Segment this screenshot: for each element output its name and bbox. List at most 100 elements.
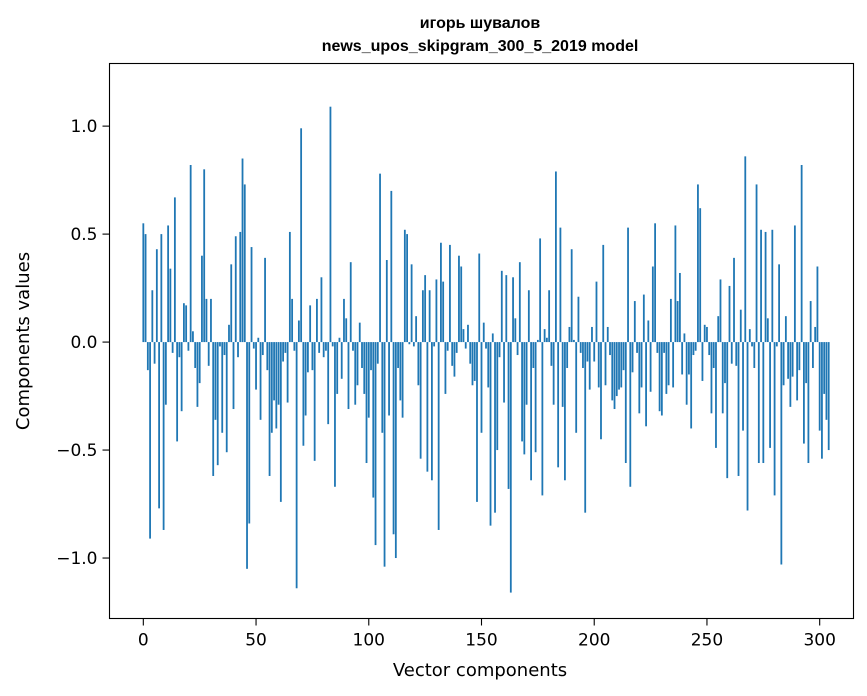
bar	[814, 326, 817, 343]
bar	[651, 266, 654, 343]
bar	[712, 342, 715, 368]
bar	[435, 279, 438, 343]
bar	[821, 342, 823, 459]
bar	[406, 234, 408, 343]
bar	[214, 342, 217, 420]
bar	[279, 342, 282, 502]
bar	[791, 342, 794, 377]
bar	[703, 324, 706, 343]
y-tick-label: 1.0	[70, 117, 97, 137]
bar	[825, 342, 828, 420]
bar	[205, 298, 208, 343]
bar	[577, 296, 580, 343]
bar	[155, 249, 158, 343]
bar	[356, 342, 359, 386]
bar	[363, 342, 366, 394]
bar	[640, 342, 643, 388]
bar	[230, 264, 233, 343]
bar	[241, 158, 244, 343]
bar	[800, 165, 803, 343]
chart-subtitle: news_upos_skipgram_300_5_2019 model	[322, 38, 639, 55]
bar	[453, 342, 456, 377]
x-tick-label: 100	[353, 631, 385, 651]
bar	[744, 156, 747, 343]
bar	[762, 342, 765, 464]
bar	[503, 342, 505, 403]
y-axis-label: Components values	[13, 252, 34, 430]
bar	[232, 342, 235, 410]
bar	[284, 342, 287, 353]
bar	[277, 342, 280, 405]
bar	[591, 326, 593, 343]
bar	[683, 333, 686, 343]
bar	[672, 342, 675, 388]
bar	[302, 342, 305, 446]
bar	[458, 255, 460, 343]
bar	[266, 342, 269, 371]
bar	[541, 342, 544, 496]
bar	[679, 272, 681, 343]
bar	[392, 342, 395, 535]
bar	[331, 342, 334, 347]
bar	[604, 342, 607, 386]
x-tick-label: 300	[803, 631, 835, 651]
bar	[219, 342, 221, 347]
bar	[297, 320, 300, 343]
bar	[336, 342, 339, 394]
bar	[304, 342, 307, 416]
bar	[237, 342, 239, 358]
bar	[681, 342, 684, 375]
bar	[485, 342, 487, 349]
bar	[593, 342, 596, 362]
bar	[509, 342, 512, 593]
bar	[751, 342, 753, 347]
bar	[507, 342, 510, 489]
bar	[595, 281, 598, 343]
bar	[663, 342, 666, 353]
bar	[708, 342, 711, 356]
bar	[724, 342, 726, 384]
bar	[444, 342, 447, 394]
bar	[322, 342, 325, 358]
bar	[730, 342, 733, 364]
bar	[706, 326, 708, 343]
bar	[329, 106, 332, 343]
bar	[221, 342, 224, 433]
bar	[201, 255, 203, 343]
bar	[464, 342, 467, 349]
bar	[343, 298, 345, 343]
bar	[775, 342, 778, 347]
bar	[239, 231, 242, 343]
bar	[719, 279, 722, 343]
bar	[467, 324, 469, 343]
bar	[212, 342, 215, 476]
bar	[764, 231, 767, 343]
bar	[185, 305, 188, 343]
bar	[796, 342, 799, 401]
bar	[354, 342, 357, 405]
bar	[288, 231, 291, 343]
bar	[390, 190, 393, 343]
bar	[394, 342, 397, 559]
x-tick-label: 250	[691, 631, 723, 651]
bar	[412, 342, 415, 347]
bar	[401, 342, 404, 418]
bar	[609, 342, 611, 356]
bar	[627, 227, 629, 343]
bar	[496, 342, 499, 451]
bar	[654, 223, 656, 343]
bar	[789, 342, 792, 407]
bar	[523, 342, 526, 455]
bar	[586, 342, 589, 362]
bar	[408, 342, 411, 345]
bar	[437, 342, 440, 530]
bar	[189, 165, 192, 343]
bar	[602, 244, 605, 343]
bar	[618, 342, 620, 390]
bar	[309, 305, 312, 343]
bar	[805, 342, 808, 384]
bar	[460, 266, 463, 343]
bar	[710, 342, 713, 414]
bar	[338, 337, 341, 343]
